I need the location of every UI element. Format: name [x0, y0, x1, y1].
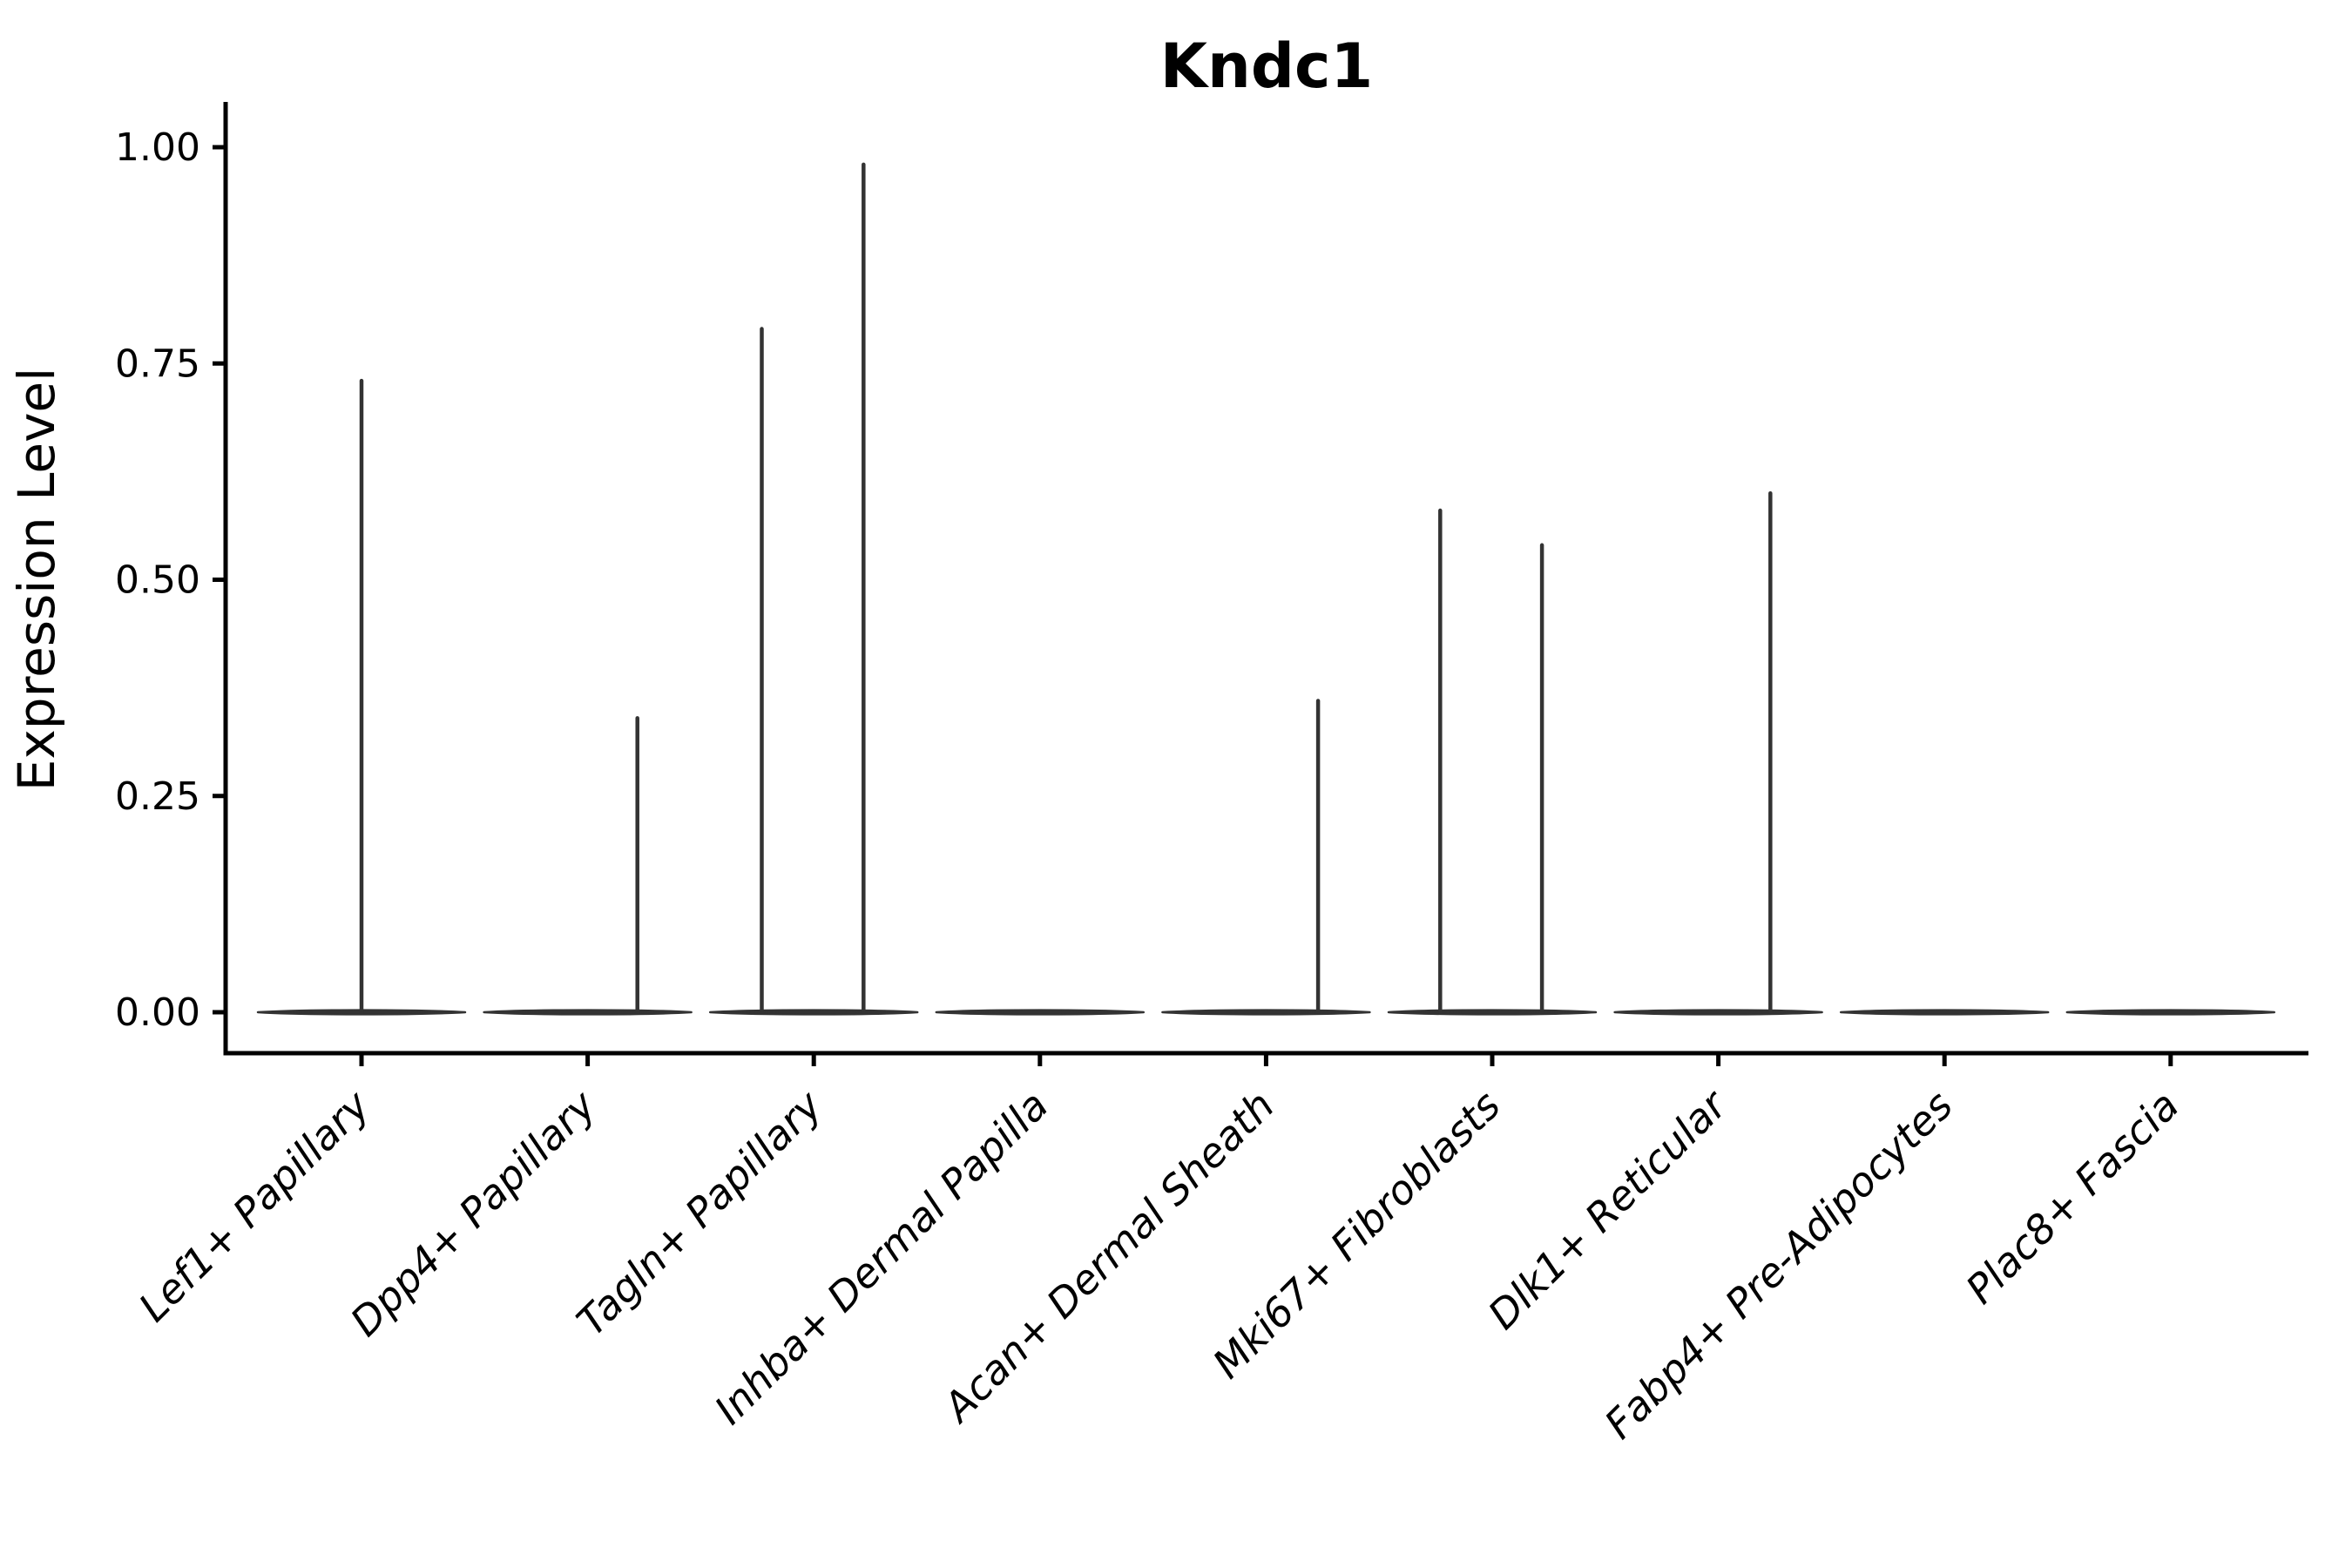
y-axis-ticks: 0.00 0.25 0.50 0.75 1.00 — [115, 125, 226, 1035]
violin-zero-bulk — [2065, 1009, 2276, 1016]
y-tick-label: 0.00 — [115, 990, 200, 1035]
x-tick-label: Plac8+ Fascia — [1957, 1082, 2187, 1313]
violin-zero-bulk — [1387, 1009, 1598, 1016]
y-tick-label: 0.75 — [115, 341, 200, 386]
x-tick-label: Dlk1+ Reticular — [1479, 1079, 1738, 1338]
violin-zero-bulk — [1839, 1009, 2050, 1016]
y-axis-title: Expression Level — [7, 368, 66, 791]
y-tick-label: 1.00 — [115, 125, 200, 170]
violins-layer — [256, 162, 2276, 1016]
violin-zero-bulk — [1613, 1009, 1823, 1016]
x-tick-label: Tagln+ Papillary — [568, 1081, 832, 1345]
violin-zero-bulk — [1161, 1009, 1371, 1016]
chart-title: Kndc1 — [1160, 30, 1373, 102]
x-tick-label: Dpp4+ Papillary — [341, 1081, 605, 1345]
violin-zero-bulk — [483, 1009, 693, 1016]
x-tick-label: Lef1+ Papillary — [130, 1081, 379, 1330]
y-tick-label: 0.50 — [115, 558, 200, 603]
violin-zero-bulk — [935, 1009, 1146, 1016]
violin-zero-bulk — [708, 1009, 919, 1016]
y-tick-label: 0.25 — [115, 774, 200, 819]
